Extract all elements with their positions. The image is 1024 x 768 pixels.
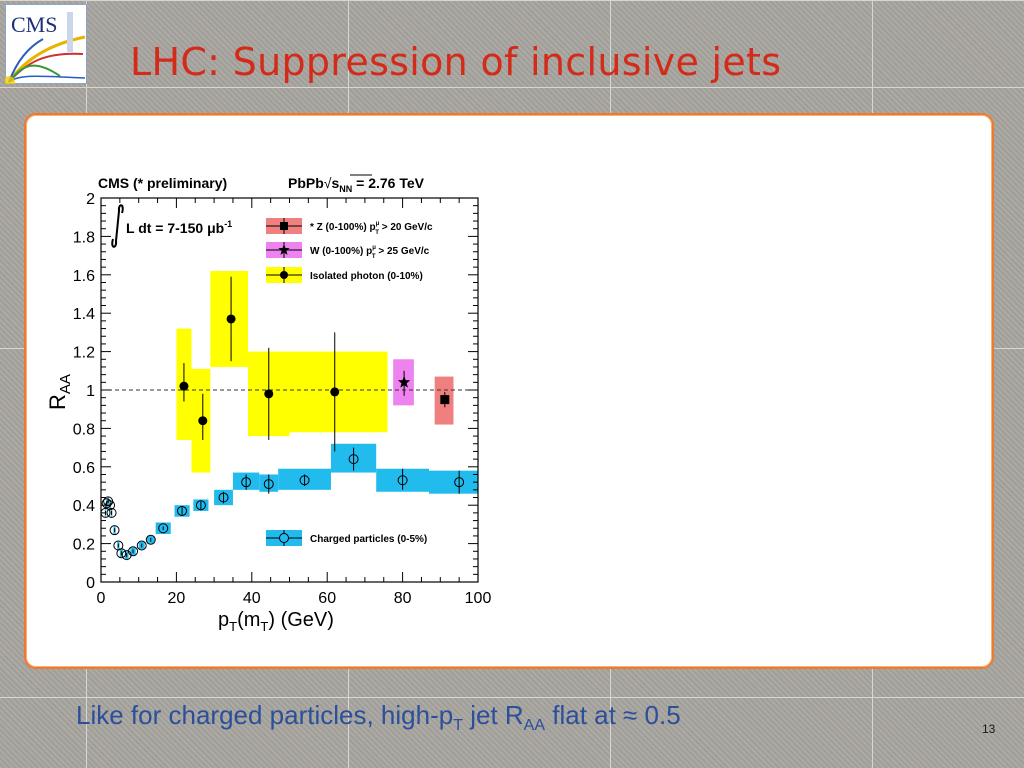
legend-label: Charged particles (0-5%)	[310, 534, 427, 545]
data-point-charged	[105, 500, 116, 511]
x-tick-label: 60	[318, 590, 336, 607]
data-point-photon	[330, 387, 340, 397]
legend-marker	[280, 271, 288, 279]
data-point-charged	[158, 523, 169, 534]
y-tick-label: 0	[86, 575, 95, 592]
chart-header-right: PbPb√sNN = 2.76 TeV	[288, 175, 425, 194]
y-tick-label: 0.6	[73, 460, 95, 477]
x-axis-label: pT(mT) (GeV)	[218, 609, 334, 634]
data-point-charged	[136, 540, 147, 551]
x-tick-label: 0	[97, 590, 106, 607]
data-point-photon	[198, 416, 208, 426]
legend-marker	[280, 222, 288, 230]
y-tick-label: 1.8	[73, 229, 95, 246]
x-tick-label: 40	[243, 590, 261, 607]
lumi-text: L dt = 7-150 μb-1	[126, 219, 232, 236]
data-point-charged	[128, 546, 139, 557]
y-tick-label: 2	[86, 191, 95, 208]
cms-logo: CMS	[5, 4, 87, 84]
data-point-charged	[106, 507, 117, 518]
chart-header-left: CMS (* preliminary)	[98, 175, 227, 191]
legend-marker	[279, 533, 289, 543]
raa-plot: CMS (* preliminary) PbPb√sNN = 2.76 TeV00…	[45, 174, 492, 634]
data-point-charged	[109, 525, 120, 536]
legend-label: * Z (0-100%) pμ T > 20 GeV/c	[310, 221, 433, 236]
lumi-label: L dt = 7-150 μb-1	[111, 204, 232, 248]
data-point-charged	[263, 479, 274, 490]
legend-entry-photon: Isolated photon (0-10%)	[266, 267, 423, 283]
data-point-photon	[179, 381, 189, 391]
legend-entry-z: * Z (0-100%) pμ T > 20 GeV/c	[266, 218, 433, 236]
logo-text: CMS	[11, 12, 57, 37]
data-point-charged	[116, 548, 127, 559]
data-point-charged	[348, 454, 359, 465]
legend-entry-w: W (0-100%) pμ T > 25 GeV/c	[266, 242, 430, 260]
y-tick-label: 1.6	[73, 268, 95, 285]
data-point-charged	[299, 475, 310, 486]
legend-label: Isolated photon (0-10%)	[310, 271, 423, 282]
data-point-charged	[397, 475, 408, 486]
data-point-charged	[195, 500, 206, 511]
legend-label: W (0-100%) pμ T > 25 GeV/c	[310, 245, 430, 260]
data-point-charged	[241, 477, 252, 488]
legend-entry-charged: Charged particles (0-5%)	[266, 530, 427, 546]
footer-caption: Like for charged particles, high-pT jet …	[76, 700, 681, 734]
data-point-charged	[454, 477, 465, 488]
y-tick-label: 0.4	[73, 498, 95, 515]
x-tick-label: 80	[394, 590, 412, 607]
page-number: 13	[982, 722, 996, 736]
figure-panel: CMS (* preliminary) PbPb√sNN = 2.76 TeV 0 0…	[24, 113, 994, 669]
y-axis-label: RAA	[45, 374, 74, 410]
data-point-charged	[177, 505, 188, 516]
y-tick-label: 0.2	[73, 537, 95, 554]
data-point-charged	[218, 492, 229, 503]
slide-title: LHC: Suppression of inclusive jets	[130, 40, 782, 84]
y-tick-label: 0.8	[73, 421, 95, 438]
data-point-photon	[226, 314, 236, 324]
legend-marker	[278, 244, 290, 255]
data-point-photon	[264, 389, 274, 399]
y-tick-label: 1.2	[73, 345, 95, 362]
y-tick-label: 1	[86, 383, 95, 400]
data-point-charged	[145, 534, 156, 545]
integral-sign	[111, 204, 124, 248]
y-tick-label: 1.4	[73, 306, 95, 323]
x-tick-label: 100	[465, 590, 492, 607]
syst-band	[428, 470, 478, 494]
x-tick-label: 20	[168, 590, 186, 607]
data-point-w	[397, 375, 411, 388]
data-point-charged	[100, 507, 111, 518]
data-point-z	[440, 395, 450, 405]
